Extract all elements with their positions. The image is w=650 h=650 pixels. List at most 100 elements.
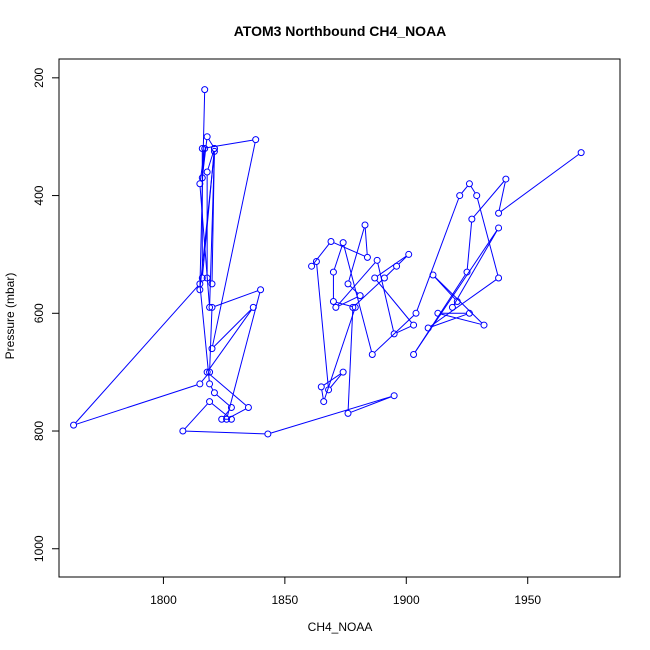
x-tick-label: 1950 [514, 593, 541, 607]
series-line-segment [430, 313, 467, 328]
data-point [210, 389, 218, 397]
data-point [344, 280, 352, 288]
y-tick-label: 200 [32, 68, 46, 88]
series-line-segment [500, 153, 580, 212]
data-point [361, 221, 369, 229]
series-line-segment [440, 313, 482, 325]
y-tick-label: 800 [32, 421, 46, 441]
data-point [380, 274, 388, 282]
data-point [429, 271, 437, 279]
data-point [317, 383, 325, 391]
data-point [410, 321, 418, 329]
series-line-segment [208, 138, 214, 147]
data-point [320, 398, 328, 406]
data-point [373, 256, 381, 264]
data-point [329, 298, 337, 306]
data-point [495, 209, 503, 217]
y-tick-label: 400 [32, 185, 46, 205]
data-point [577, 149, 585, 157]
data-point [208, 280, 216, 288]
data-point [257, 286, 265, 294]
series-line-segment [199, 286, 210, 381]
data-point [405, 250, 413, 258]
series-line-segment [75, 285, 199, 424]
data-point [203, 168, 211, 176]
data-point [252, 136, 260, 144]
series-line-segment [396, 325, 412, 334]
data-point [203, 133, 211, 141]
data-point [339, 368, 347, 376]
axes-layer: 1800 1850 1900 1950 200 400 600 800 1000 [32, 68, 541, 607]
plot-frame [58, 58, 621, 578]
data-point [327, 237, 335, 245]
series-line-segment [498, 181, 506, 211]
series-line-segment [477, 198, 499, 276]
data-point [344, 409, 352, 417]
data-point [463, 268, 471, 276]
data-point [227, 403, 235, 411]
data-point [363, 253, 371, 261]
data-point [308, 262, 316, 270]
x-tick-label: 1800 [150, 593, 177, 607]
series-line-segment [199, 154, 215, 287]
data-point [203, 368, 211, 376]
data-point [210, 144, 218, 152]
data-point [198, 144, 206, 152]
series-line-segment [333, 242, 365, 257]
series-line-segment [414, 230, 498, 353]
series-line-segment [212, 142, 256, 346]
data-point [393, 262, 401, 270]
data-point [198, 174, 206, 182]
data-point [203, 274, 211, 282]
series-line-segment [354, 279, 383, 306]
data-point [495, 224, 503, 232]
series-line-segment [313, 243, 330, 265]
data-point [465, 180, 473, 188]
series-line-segment [270, 396, 392, 434]
data-point [206, 398, 214, 406]
data-point [368, 350, 376, 358]
series-line-segment [398, 256, 407, 265]
series-line-segment [453, 230, 498, 306]
series-line-segment [338, 296, 358, 307]
data-point [473, 192, 481, 200]
data-point [410, 350, 418, 358]
series-line-segment [324, 310, 355, 399]
series-line-segment [201, 374, 209, 382]
series-line-segment [210, 386, 214, 391]
series-line-segment [209, 154, 215, 305]
data-point [502, 175, 510, 183]
series-line-segment [226, 292, 261, 417]
series-line-segment [374, 314, 415, 353]
data-point [196, 380, 204, 388]
series-line-segment [430, 279, 497, 327]
data-point [208, 345, 216, 353]
chart-title: ATOM3 Northbound CH4_NOAA [234, 23, 447, 39]
series-line-segment [337, 262, 376, 306]
series-line-segment [209, 310, 213, 370]
data-point [249, 303, 257, 311]
data-point [371, 274, 379, 282]
series-line-segment [473, 181, 505, 218]
series-line-segment [199, 151, 205, 181]
data-point [312, 257, 320, 265]
series-line-segment [376, 279, 413, 324]
data-point [210, 147, 218, 155]
data-point [332, 303, 340, 311]
series-line-segment [470, 186, 476, 194]
series-line-segment [76, 384, 198, 425]
series-line-segment [434, 276, 483, 324]
data-point [329, 268, 337, 276]
series-line-segment [461, 185, 468, 194]
data-point [339, 239, 347, 247]
series-line-segment [209, 373, 247, 406]
series-layer [70, 86, 585, 438]
series-line-segment [184, 403, 208, 430]
data-point [351, 303, 359, 311]
series-line-segment [316, 264, 329, 387]
series-group [70, 86, 585, 438]
data-point [201, 144, 209, 152]
data-point [198, 274, 206, 282]
data-point [424, 324, 432, 332]
